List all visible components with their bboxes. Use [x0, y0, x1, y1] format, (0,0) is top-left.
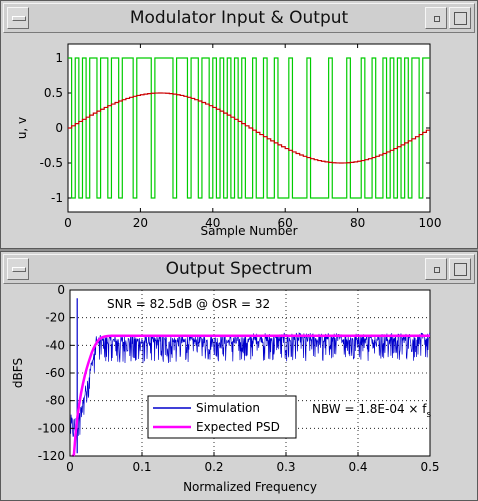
- minimize-icon: [434, 267, 440, 273]
- x-axis-label: Normalized Frequency: [183, 480, 317, 494]
- y-tick-label: -1: [51, 191, 63, 205]
- y-tick-label: -20: [45, 311, 65, 325]
- y-tick-label: -100: [38, 421, 65, 435]
- x-tick-label: 0: [64, 216, 72, 230]
- modulator-titlebar[interactable]: Modulator Input & Output: [3, 3, 475, 33]
- modulator-chart: 0 20 40 60 80 100 -1 -0.5 0 0.5 1 Sample Number u,…: [15, 43, 442, 238]
- maximize-button[interactable]: [449, 258, 471, 280]
- x-tick-label: 0.2: [204, 460, 223, 474]
- y-tick-label: 1: [55, 51, 63, 65]
- x-tick-label: 80: [350, 216, 365, 230]
- expected-psd-line: [71, 334, 430, 458]
- maximize-button[interactable]: [449, 7, 471, 29]
- maximize-icon: [454, 12, 467, 25]
- y-tick-label: -120: [38, 449, 65, 463]
- x-axis-label: Sample Number: [200, 224, 297, 238]
- x-tick-label: 0: [66, 460, 74, 474]
- y-tick-label: 0.5: [44, 86, 63, 100]
- x-tick-label: 0.1: [132, 460, 151, 474]
- minimize-button[interactable]: [425, 7, 447, 29]
- y-tick-label: -60: [45, 366, 65, 380]
- menu-icon: [12, 16, 26, 21]
- x-tick-label: 100: [419, 216, 442, 230]
- x-tick-label: 0.3: [276, 460, 295, 474]
- legend: Simulation Expected PSD: [147, 395, 297, 439]
- menu-icon: [12, 267, 26, 272]
- window-menu-button[interactable]: [7, 258, 29, 280]
- y-axis-label: dBFS: [11, 358, 25, 388]
- nbw-text: NBW = 1.8E-04 × f: [312, 402, 427, 416]
- nbw-annotation: NBW = 1.8E-04 × fs: [312, 402, 432, 420]
- legend-box: [147, 395, 297, 439]
- x-tick-label: 0.4: [348, 460, 367, 474]
- snr-annotation: SNR = 82.5dB @ OSR = 32: [107, 297, 270, 311]
- spectrum-chart: 0 0.1 0.2 0.3 0.4 0.5 0 -20 -40 -60 -80 -100 -120 SN…: [11, 284, 440, 494]
- y-tick-label: -80: [45, 394, 65, 408]
- nbw-subscript: s: [427, 410, 432, 420]
- maximize-icon: [454, 263, 467, 276]
- legend-label-simulation: Simulation: [196, 401, 260, 415]
- y-tick-label: -0.5: [40, 156, 63, 170]
- x-tick-label: 60: [278, 216, 293, 230]
- y-tick-label: 0: [55, 121, 63, 135]
- y-tick-label: -40: [45, 338, 65, 352]
- x-tick-label: 0.5: [420, 460, 439, 474]
- spectrum-titlebar[interactable]: Output Spectrum: [3, 254, 475, 284]
- x-tick-label: 40: [205, 216, 220, 230]
- x-tick-label: 20: [133, 216, 148, 230]
- minimize-button[interactable]: [425, 258, 447, 280]
- legend-label-expected: Expected PSD: [196, 420, 280, 434]
- series-u-line: [68, 92, 430, 164]
- window-menu-button[interactable]: [7, 7, 29, 29]
- window-title: Output Spectrum: [165, 259, 313, 279]
- y-tick-label: 0: [57, 284, 65, 297]
- series-v-line: [68, 57, 430, 199]
- window-title: Modulator Input & Output: [129, 8, 349, 28]
- minimize-icon: [434, 16, 440, 22]
- y-axis-label: u, v: [15, 117, 29, 139]
